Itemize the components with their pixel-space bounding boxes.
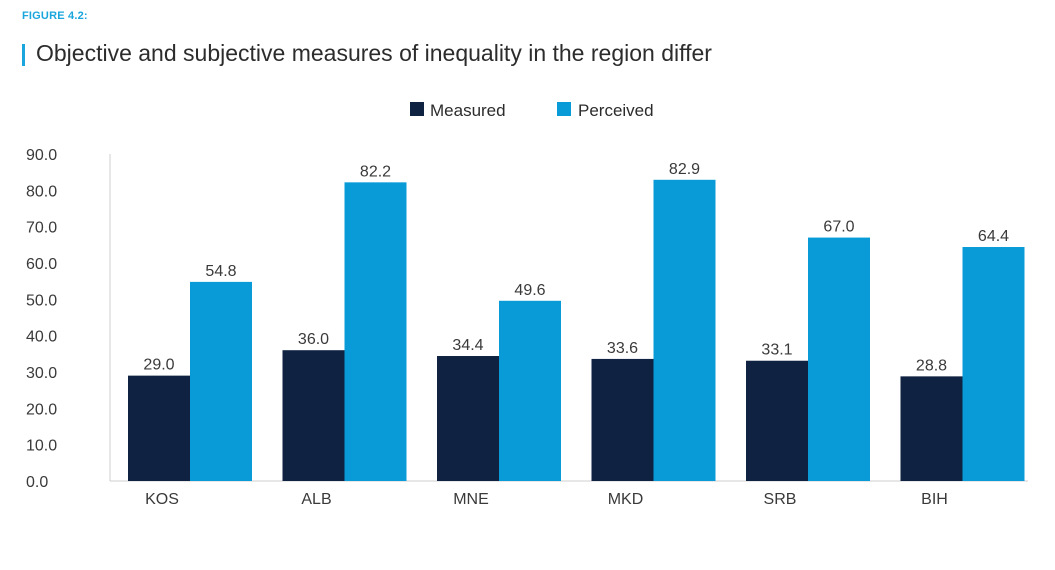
legend-swatch-measured — [410, 102, 424, 116]
y-tick-label: 70.0 — [26, 220, 57, 237]
data-label: 64.4 — [978, 228, 1009, 245]
bar-measured-kos — [128, 375, 190, 481]
legend-swatch-perceived — [557, 102, 571, 116]
bar-perceived-bih — [962, 247, 1025, 481]
figure-label: FIGURE 4.2: — [22, 10, 88, 22]
y-tick-label: 60.0 — [26, 256, 57, 273]
x-tick-label: SRB — [764, 491, 797, 508]
data-label: 29.0 — [143, 357, 174, 374]
x-axis: KOS ALB MNE MKD SRB BIH — [145, 491, 948, 508]
y-tick-label: 90.0 — [26, 147, 57, 164]
bar-measured-srb — [746, 360, 808, 481]
y-tick-label: 10.0 — [26, 438, 57, 455]
x-tick-label: KOS — [145, 491, 179, 508]
data-label: 33.1 — [761, 342, 792, 359]
bar-perceived-mne — [499, 300, 561, 481]
bar-measured-mkd — [591, 358, 654, 481]
x-tick-label: ALB — [301, 491, 331, 508]
bars: 29.0 54.8 36.0 82.2 34.4 49.6 33.6 82.9 33.1 67.0… — [128, 161, 1025, 481]
legend-label-measured: Measured — [430, 101, 506, 120]
x-tick-label: MKD — [608, 491, 644, 508]
bar-perceived-alb — [344, 182, 407, 481]
legend-label-perceived: Perceived — [578, 101, 654, 120]
y-tick-label: 80.0 — [26, 183, 57, 200]
bar-perceived-kos — [190, 281, 252, 481]
y-axis: 0.0 10.0 20.0 30.0 40.0 50.0 60.0 70.0 80.0 90.0 — [26, 147, 57, 491]
data-label: 33.6 — [607, 340, 638, 357]
data-label: 82.2 — [360, 163, 391, 180]
y-tick-label: 30.0 — [26, 365, 57, 382]
data-label: 28.8 — [916, 357, 947, 374]
y-tick-label: 40.0 — [26, 329, 57, 346]
y-tick-label: 50.0 — [26, 292, 57, 309]
bar-perceived-mkd — [653, 179, 716, 481]
data-label: 82.9 — [669, 161, 700, 178]
y-tick-label: 20.0 — [26, 401, 57, 418]
x-tick-label: BIH — [921, 491, 948, 508]
data-label: 34.4 — [452, 337, 483, 354]
bar-measured-mne — [437, 356, 499, 481]
bar-perceived-srb — [808, 237, 870, 481]
y-tick-label: 0.0 — [26, 474, 48, 491]
title-accent-bar — [22, 44, 25, 66]
x-tick-label: MNE — [453, 491, 489, 508]
bar-measured-bih — [900, 376, 963, 481]
data-label: 54.8 — [205, 263, 236, 280]
legend: Measured Perceived — [410, 101, 654, 120]
data-label: 36.0 — [298, 331, 329, 348]
data-label: 49.6 — [514, 282, 545, 299]
bar-measured-alb — [282, 350, 345, 481]
chart-title: Objective and subjective measures of ine… — [36, 40, 712, 66]
data-label: 67.0 — [823, 219, 854, 236]
